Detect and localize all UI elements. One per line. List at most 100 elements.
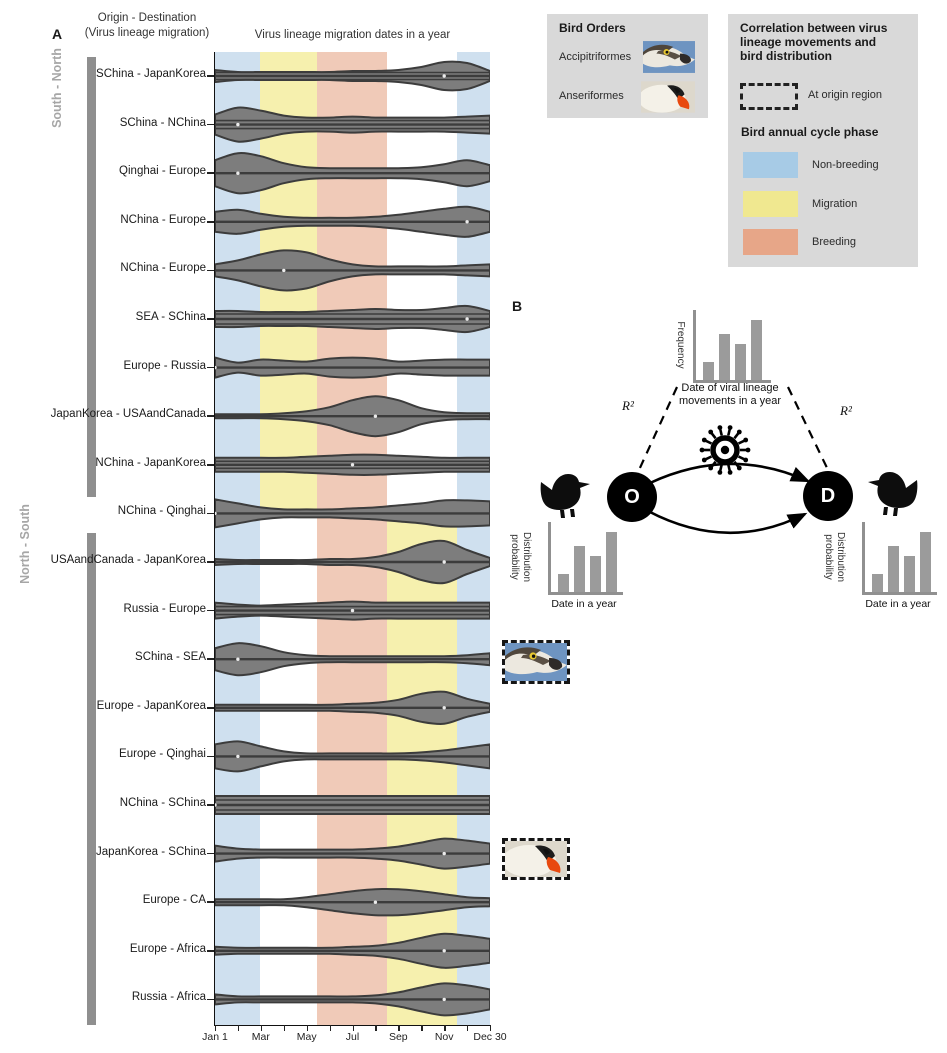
violin-row	[215, 539, 490, 585]
mini-bar	[872, 574, 883, 592]
mini-bar	[920, 532, 931, 592]
violin-row	[215, 642, 490, 677]
x-tick	[490, 1025, 492, 1031]
mini-bar	[590, 556, 601, 592]
x-tick-label: May	[296, 1031, 317, 1043]
accipitriformes-photo	[502, 640, 570, 684]
row-label: NChina - Qinghai	[117, 505, 206, 518]
violin-row	[215, 106, 490, 143]
row-label: Europe - Africa	[129, 942, 206, 955]
group-label-south-north: South - North	[50, 48, 64, 128]
mini-bar	[558, 574, 569, 592]
legend-phase-subtitle: Bird annual cycle phase	[741, 125, 879, 139]
origin-node: O	[607, 472, 657, 522]
yaxis-title-line2: (Virus lineage migration)	[84, 27, 210, 39]
violin-row	[215, 356, 490, 379]
distribution-mini-chart-right	[862, 522, 937, 595]
group-label-north-south: North - South	[18, 504, 32, 584]
row-label: Europe - Qinghai	[119, 748, 206, 761]
mini-bar	[574, 546, 585, 592]
row-tick	[207, 658, 214, 660]
row-label: NChina - SChina	[119, 797, 206, 809]
row-label: SEA - SChina	[135, 311, 206, 323]
mini-bar	[904, 556, 915, 592]
x-tick-label: Mar	[251, 1031, 270, 1043]
distribution-mini-chart-left	[548, 522, 623, 595]
row-tick	[207, 609, 214, 612]
row-label: SChina - NChina	[119, 116, 206, 129]
row-tick	[207, 75, 214, 77]
violin-row	[215, 498, 490, 529]
date-xlabel-left: Date in a year	[551, 598, 617, 610]
x-tick	[421, 1025, 423, 1031]
row-tick	[207, 221, 214, 223]
violin-row	[215, 982, 490, 1017]
duck-icon	[868, 472, 918, 516]
bird-order-label: Accipitriformes	[559, 51, 632, 63]
group-bar-north-south	[87, 533, 96, 1025]
distribution-ylabel-right: Distribution probability	[823, 531, 846, 583]
violin-row	[215, 249, 490, 292]
panel-a-label: A	[52, 26, 63, 42]
r-squared-left: R²	[622, 398, 634, 413]
legend-corr-title1: Correlation between virus	[740, 21, 888, 35]
r-squared-right: R²	[840, 403, 852, 418]
x-tick	[260, 1025, 263, 1031]
x-tick	[467, 1025, 469, 1031]
x-tick	[375, 1025, 377, 1031]
osprey-photo-icon	[643, 41, 695, 73]
x-tick	[237, 1025, 240, 1031]
violin-row	[215, 887, 490, 917]
row-tick	[207, 172, 214, 174]
row-tick	[207, 512, 214, 515]
row-label: JapanKorea - USAandCanada	[50, 408, 206, 421]
non-breeding-swatch	[743, 152, 798, 178]
row-tick	[207, 415, 214, 417]
row-tick	[207, 366, 214, 369]
breeding-label: Breeding	[812, 236, 857, 248]
x-tick	[306, 1025, 309, 1031]
row-label: NChina - JapanKorea	[95, 456, 206, 469]
row-tick	[207, 269, 214, 272]
violin-row	[215, 304, 490, 334]
mini-bar	[719, 334, 730, 380]
breeding-swatch	[743, 229, 798, 255]
y-axis-line	[214, 52, 216, 1025]
violin-row	[215, 795, 490, 815]
x-tick	[215, 1025, 217, 1031]
row-tick	[207, 561, 214, 563]
x-tick	[329, 1025, 331, 1031]
violin-row	[215, 932, 490, 969]
violin-row	[215, 740, 490, 773]
row-tick	[207, 901, 214, 903]
row-tick	[207, 852, 214, 855]
destination-node: D	[803, 471, 853, 521]
row-label: USAandCanada - JapanKorea	[50, 554, 206, 566]
row-tick	[207, 464, 214, 466]
x-tick	[398, 1025, 400, 1031]
x-tick	[444, 1025, 446, 1031]
row-label: NChina - Europe	[120, 262, 206, 275]
frequency-mini-chart	[693, 310, 771, 383]
x-tick-label: Nov	[434, 1031, 454, 1043]
arrow-o-to-d-top	[649, 462, 811, 485]
at-origin-region-label: At origin region	[808, 89, 882, 101]
violin-row	[215, 453, 490, 476]
violin-plot	[215, 60, 490, 1017]
violin-row	[215, 600, 490, 621]
arrow-o-to-d-bottom	[647, 509, 808, 535]
legend-correlation: Correlation between virus lineage moveme…	[728, 14, 918, 267]
row-tick	[207, 123, 214, 126]
mini-bar	[606, 532, 617, 592]
violin-row	[215, 152, 490, 195]
distribution-ylabel-left: Distribution probability	[509, 531, 532, 583]
row-tick	[207, 998, 214, 1001]
row-label: Europe - CA	[142, 894, 206, 907]
non-breeding-label: Non-breeding	[812, 159, 879, 171]
mini-bar	[751, 320, 762, 380]
violin-row	[215, 60, 490, 92]
legend-corr-title2: lineage movements and	[740, 35, 877, 49]
mini-bar	[888, 546, 899, 592]
yaxis-title-line1: Origin - Destination	[97, 12, 197, 24]
